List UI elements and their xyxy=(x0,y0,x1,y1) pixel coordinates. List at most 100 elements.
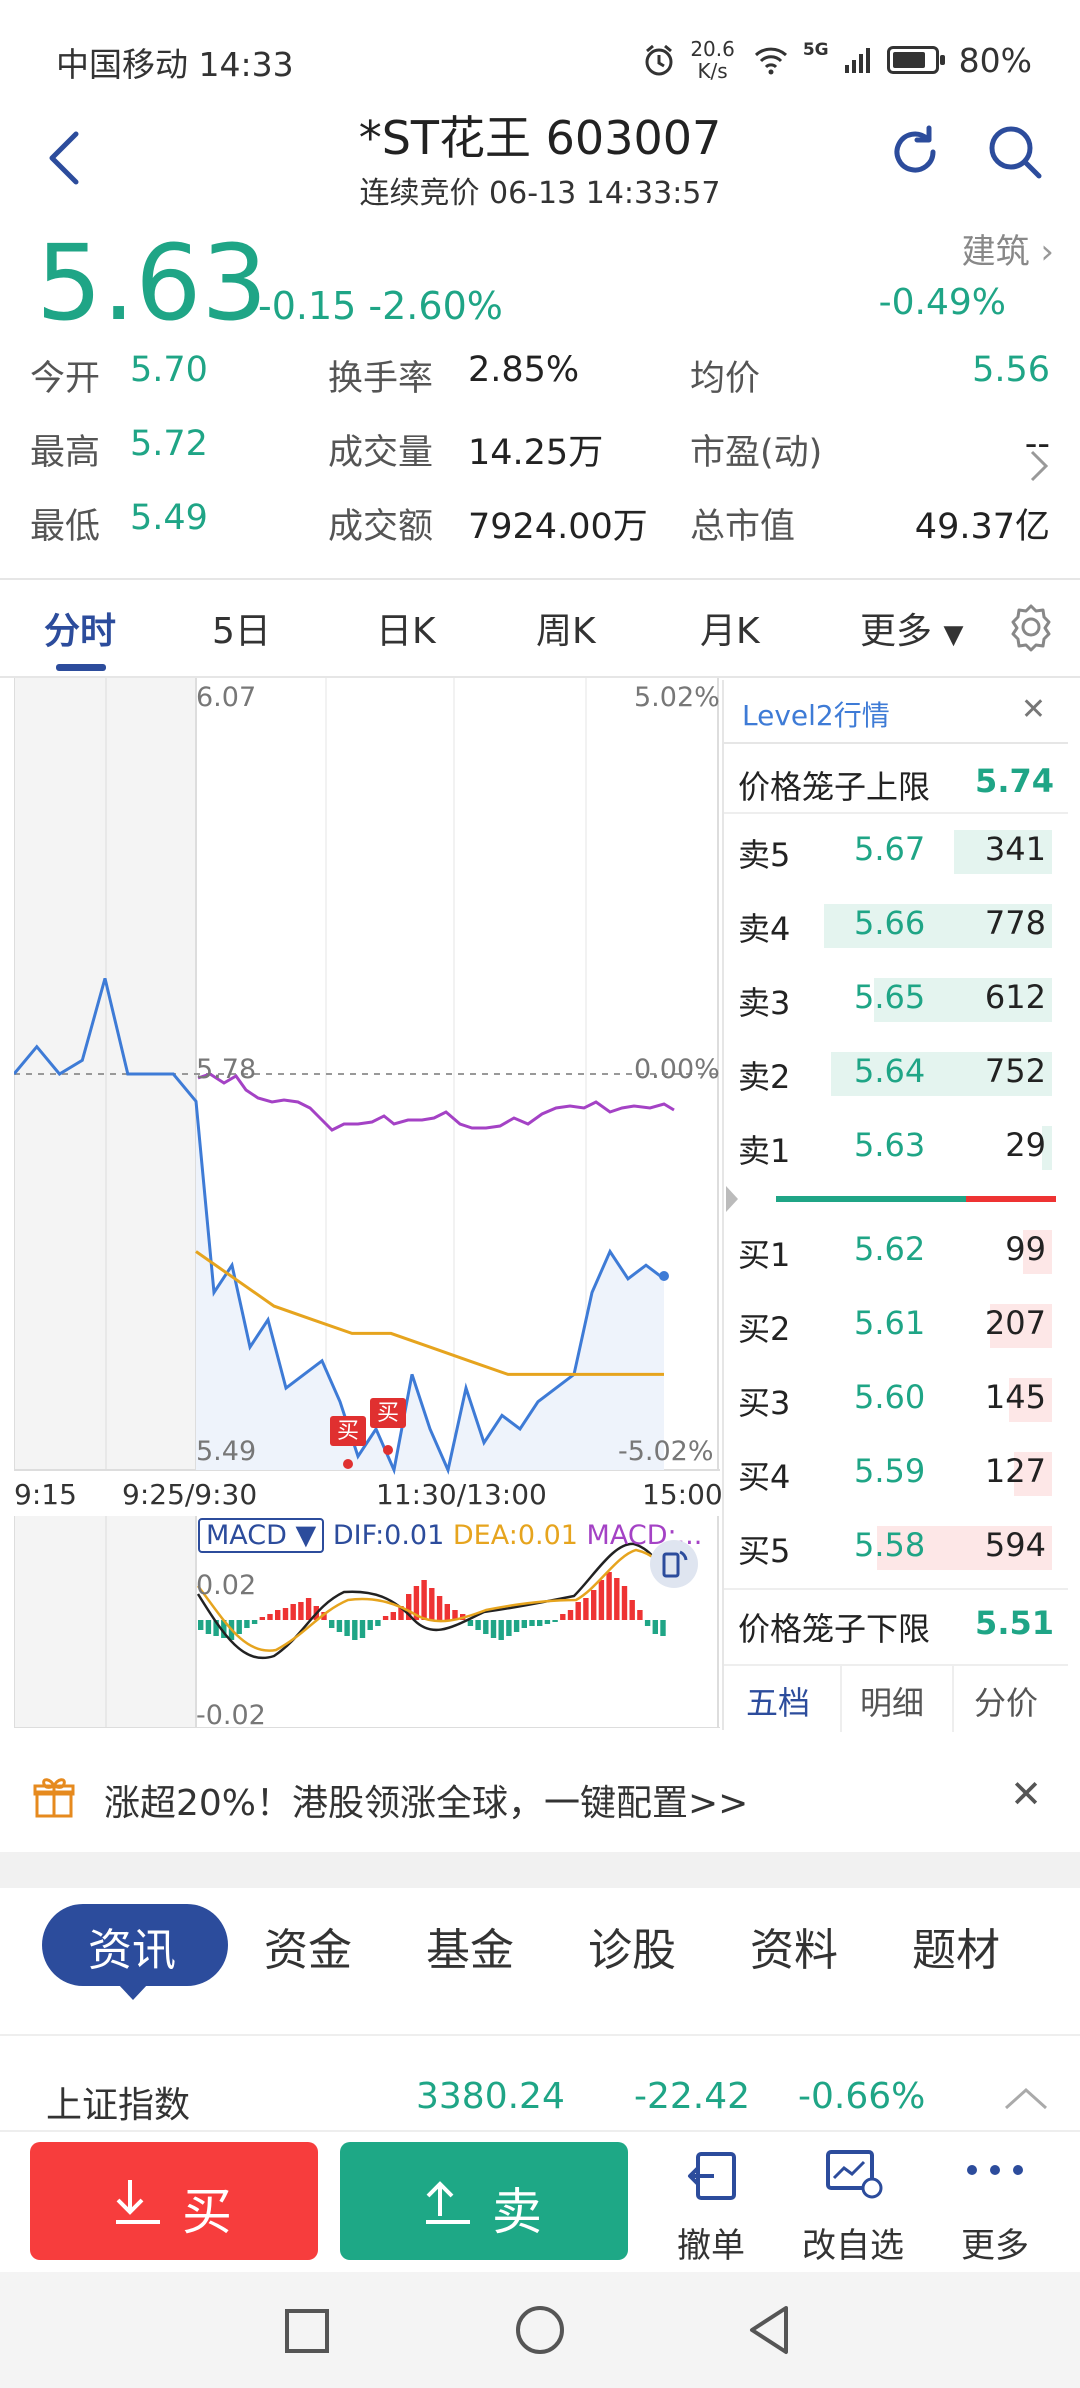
macd-bar xyxy=(406,1594,412,1620)
buy-marker-2: 买 xyxy=(370,1398,406,1455)
tab-pointer xyxy=(118,1984,148,2000)
stat-label: 成交额 xyxy=(328,507,434,547)
index-name: 上证指数 xyxy=(46,2085,191,2126)
stat-label: 最低 xyxy=(30,507,101,547)
chevron-up-icon[interactable] xyxy=(1004,2086,1048,2110)
home-icon[interactable] xyxy=(514,2304,566,2356)
stat-value: 5.49 xyxy=(130,498,208,538)
tab-weekly-k[interactable]: 周K xyxy=(536,611,596,652)
edit-watchlist-button[interactable]: 改自选 xyxy=(788,2140,918,2270)
svg-text:买: 买 xyxy=(337,1419,359,1444)
bid-row-2[interactable]: 买2 5.61 207 xyxy=(724,1296,1068,1356)
macd-bar xyxy=(467,1620,474,1626)
macd-bar xyxy=(583,1598,589,1620)
macd-bar xyxy=(529,1620,535,1626)
ask-row-4[interactable]: 卖2 5.64 752 xyxy=(724,1044,1068,1104)
chevron-right-icon[interactable] xyxy=(1028,448,1050,484)
banner-text: 涨超20%！港股领涨全球，一键配置>> xyxy=(104,1783,749,1824)
wifi-icon xyxy=(754,47,787,75)
ask-row-2[interactable]: 卖4 5.66 778 xyxy=(724,896,1068,956)
macd-bar xyxy=(429,1588,435,1620)
macd-bar xyxy=(436,1596,443,1620)
tab-daily-k[interactable]: 日K xyxy=(376,611,436,652)
price-line xyxy=(14,977,665,1476)
status-bar: 中国移动 14:33 20.6 K/s 5G 80% xyxy=(0,0,1080,118)
macd-chart[interactable] xyxy=(14,1516,720,1728)
divider xyxy=(0,578,1080,580)
battery-icon xyxy=(886,46,945,74)
tab-intraday[interactable]: 分时 xyxy=(44,611,117,652)
stat-label: 最高 xyxy=(30,433,101,473)
macd-bar xyxy=(259,1617,265,1620)
tab-capital[interactable]: 资金 xyxy=(264,1925,352,1976)
tab-five-levels[interactable]: 五档 xyxy=(746,1684,811,1722)
close-icon[interactable]: ✕ xyxy=(1020,692,1046,727)
stat-label: 总市值 xyxy=(690,507,796,547)
macd-bar xyxy=(413,1586,420,1620)
order-book-header: Level2行情 ✕ xyxy=(724,680,1068,744)
tab-more[interactable]: 更多 ▼ xyxy=(860,611,964,652)
bid-row-1[interactable]: 买1 5.62 99 xyxy=(724,1222,1068,1282)
system-nav-bar xyxy=(0,2272,1080,2388)
sell-button[interactable]: 卖 xyxy=(340,2142,628,2260)
macd-bar xyxy=(483,1620,489,1634)
stat-value: 49.37亿 xyxy=(914,507,1050,547)
macd-bar xyxy=(490,1620,497,1638)
tab-topics[interactable]: 题材 xyxy=(912,1925,1000,1976)
tab-news[interactable]: 资讯 xyxy=(88,1925,176,1976)
search-icon[interactable] xyxy=(985,122,1045,182)
macd-bar xyxy=(513,1620,520,1632)
time-label: 9:15 xyxy=(14,1478,77,1511)
tab-monthly-k[interactable]: 月K xyxy=(700,611,760,652)
tab-5day[interactable]: 5日 xyxy=(212,611,271,652)
tab-diagnosis[interactable]: 诊股 xyxy=(588,1925,676,1976)
macd-bar xyxy=(421,1580,427,1620)
stock-title: *ST花王 603007 xyxy=(358,111,722,165)
macd-bar xyxy=(644,1620,651,1626)
intraday-chart[interactable]: 买 买 xyxy=(14,678,720,1478)
refresh-icon[interactable] xyxy=(885,122,945,182)
recent-apps-icon[interactable] xyxy=(284,2308,330,2354)
time-label: 9:25/9:30 xyxy=(122,1478,258,1511)
ask-row-3[interactable]: 卖3 5.65 612 xyxy=(724,970,1068,1030)
tab-profile[interactable]: 资料 xyxy=(750,1925,838,1976)
tab-details[interactable]: 明细 xyxy=(860,1684,925,1722)
macd-axis-top: 0.02 xyxy=(196,1570,257,1601)
bid-row-4[interactable]: 买4 5.59 127 xyxy=(724,1444,1068,1504)
stat-label: 均价 xyxy=(690,359,761,399)
macd-bar xyxy=(598,1580,605,1620)
tab-funds[interactable]: 基金 xyxy=(426,1925,514,1976)
pct-axis-mid: 0.00% xyxy=(634,1054,720,1085)
alarm-icon xyxy=(645,44,673,76)
macd-bar xyxy=(390,1612,396,1620)
macd-bar xyxy=(359,1620,366,1638)
bid-row-5[interactable]: 买5 5.58 594 xyxy=(724,1518,1068,1578)
macd-bar xyxy=(452,1610,458,1620)
index-ticker[interactable]: 上证指数 3380.24 -22.42 -0.66% xyxy=(0,2034,1080,2160)
macd-selector[interactable]: MACD ▼ xyxy=(198,1518,325,1553)
bid-row-3[interactable]: 买3 5.60 145 xyxy=(724,1370,1068,1430)
cancel-order-button[interactable]: 撤单 xyxy=(646,2140,776,2270)
trading-status: 连续竞价 06-13 14:33:57 xyxy=(359,176,721,211)
macd-bar xyxy=(244,1620,250,1628)
sector-link[interactable]: 建筑 › xyxy=(961,232,1054,272)
close-banner-icon[interactable]: ✕ xyxy=(1010,1772,1042,1816)
macd-bar xyxy=(213,1620,219,1636)
collapse-arrow-icon[interactable] xyxy=(724,1184,740,1214)
tab-price-distribution[interactable]: 分价 xyxy=(974,1684,1039,1722)
macd-bar xyxy=(275,1610,281,1620)
macd-bar xyxy=(267,1614,273,1620)
rotate-icon[interactable] xyxy=(650,1540,698,1588)
macd-bar xyxy=(544,1620,551,1624)
more-button[interactable]: 更多 xyxy=(930,2140,1060,2270)
price-axis-mid: 5.78 xyxy=(196,1054,257,1085)
ask-row-1[interactable]: 卖5 5.67 341 xyxy=(724,822,1068,882)
index-pct: -0.66% xyxy=(798,2076,926,2117)
settings-gear-icon[interactable] xyxy=(1006,602,1056,652)
back-nav-icon[interactable] xyxy=(746,2304,792,2356)
buy-button[interactable]: 买 xyxy=(30,2142,318,2260)
promo-banner[interactable]: 涨超20%！港股领涨全球，一键配置>> ✕ xyxy=(0,1746,1080,1852)
macd-bar xyxy=(637,1610,643,1620)
back-arrow-icon[interactable] xyxy=(38,118,98,198)
ask-row-5[interactable]: 卖1 5.63 29 xyxy=(724,1118,1068,1178)
